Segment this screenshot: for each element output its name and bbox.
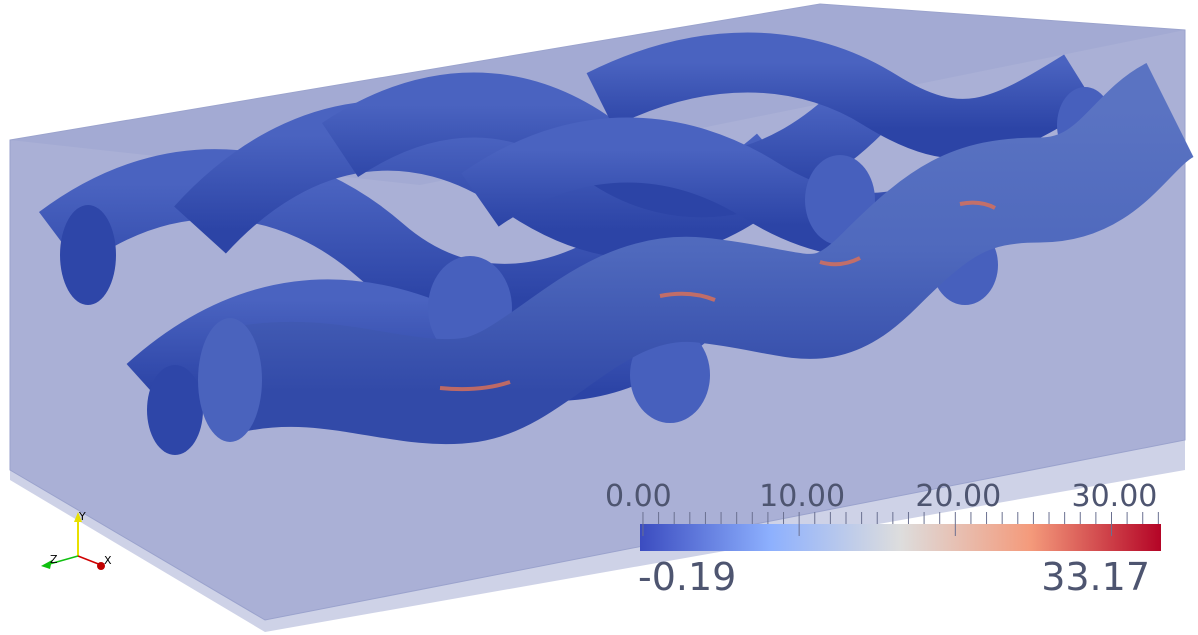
- z-axis-label: Z: [50, 553, 58, 566]
- main-tube-highlight: [439, 200, 996, 392]
- orientation-axes: [41, 512, 105, 570]
- tick-label: 30.00: [1071, 479, 1158, 514]
- z-axis-arrow-icon: [41, 560, 52, 569]
- main-tube: [224, 63, 1197, 445]
- range-max-label: 33.17: [1041, 555, 1150, 599]
- y-axis-arrow-icon: [74, 512, 82, 522]
- y-axis-label: Y: [79, 510, 86, 523]
- colormap-gradient: [640, 524, 1161, 551]
- tick-label: 10.00: [759, 479, 846, 514]
- z-axis-line: [45, 555, 79, 566]
- main-tube-inlet: [198, 318, 262, 442]
- tick-label: 0.00: [604, 479, 672, 514]
- x-axis-arrow-icon: [97, 562, 105, 570]
- range-min-label: -0.19: [638, 555, 737, 599]
- tick-label: 20.00: [915, 479, 1002, 514]
- x-axis-line: [77, 555, 102, 566]
- color-legend-bar: [640, 512, 1161, 551]
- x-axis-label: X: [104, 554, 112, 567]
